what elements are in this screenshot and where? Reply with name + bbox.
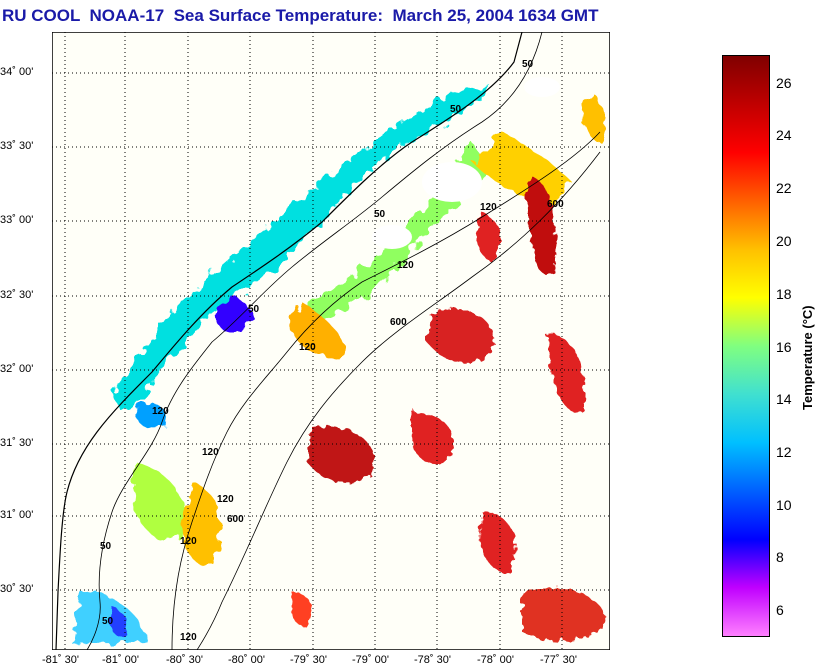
lon-label: -81˚ 30' — [42, 654, 79, 666]
colorbar-tick-label: 14 — [776, 391, 792, 407]
lon-label: -77˚ 30' — [540, 654, 577, 666]
lon-label: -81˚ 00' — [102, 654, 139, 666]
colorbar-tick-label: 16 — [776, 339, 792, 355]
lat-label: 33˚ 30' — [0, 140, 34, 152]
contour-label: 120 — [217, 494, 234, 505]
graticule — [52, 32, 610, 650]
contour-label: 50 — [248, 304, 260, 315]
sst-gulf-stream — [290, 177, 607, 641]
lat-label: 30˚ 30' — [0, 583, 34, 595]
contour-label: 600 — [547, 199, 564, 210]
contour-label: 120 — [480, 202, 497, 213]
lat-label: 32˚ 00' — [0, 363, 34, 375]
colorbar-title: Temperature (°C) — [800, 305, 815, 410]
map-title: RU COOL NOAA-17 Sea Surface Temperature:… — [2, 6, 599, 25]
lon-label: -78˚ 00' — [477, 654, 514, 666]
colorbar-tick-label: 10 — [776, 497, 792, 513]
lat-label: 33˚ 00' — [0, 214, 34, 226]
isobath-120 — [171, 131, 601, 651]
colorbar-tick-label: 12 — [776, 444, 792, 460]
contour-label: 50 — [100, 541, 112, 552]
contour-label: 50 — [450, 104, 462, 115]
coastline — [55, 31, 523, 651]
colorbar-tick-label: 24 — [776, 127, 792, 143]
colorbar-tick-label: 18 — [776, 286, 792, 302]
colorbar-tick-label: 20 — [776, 233, 792, 249]
colorbar-tick-label: 22 — [776, 180, 792, 196]
contour-label: 50 — [102, 616, 114, 627]
lat-label: 31˚ 00' — [0, 509, 34, 521]
contour-label: 120 — [180, 632, 197, 643]
sst-map-canvas: 50 50 50 120 120 600 120 600 50 120 120 … — [51, 31, 611, 651]
contour-label: 120 — [299, 342, 316, 353]
colorbar-tick-label: 26 — [776, 75, 792, 91]
lat-label: 31˚ 30' — [0, 437, 34, 449]
contour-label: 50 — [374, 209, 386, 220]
colorbar-tick-label: 6 — [776, 602, 784, 618]
contour-labels: 50 50 50 120 120 600 120 600 50 120 120 … — [100, 59, 564, 643]
contour-label: 120 — [397, 260, 414, 271]
colorbar-tick-label: 8 — [776, 549, 784, 565]
contour-label: 120 — [202, 447, 219, 458]
lon-label: -79˚ 30' — [290, 654, 327, 666]
temperature-colorbar — [722, 55, 770, 637]
lat-label: 34˚ 00' — [0, 66, 34, 78]
isobath-50 — [86, 31, 543, 651]
contour-label: 120 — [180, 536, 197, 547]
lat-label: 32˚ 30' — [0, 289, 34, 301]
contour-label: 600 — [390, 317, 407, 328]
sst-map[interactable]: 50 50 50 120 120 600 120 600 50 120 120 … — [0, 31, 611, 666]
isobath-600 — [196, 151, 601, 651]
lon-label: -79˚ 00' — [352, 654, 389, 666]
contour-label: 600 — [227, 514, 244, 525]
contour-label: 120 — [152, 406, 169, 417]
lon-label: -80˚ 30' — [166, 654, 203, 666]
lon-label: -78˚ 30' — [414, 654, 451, 666]
contour-label: 50 — [522, 59, 534, 70]
lon-label: -80˚ 00' — [228, 654, 265, 666]
